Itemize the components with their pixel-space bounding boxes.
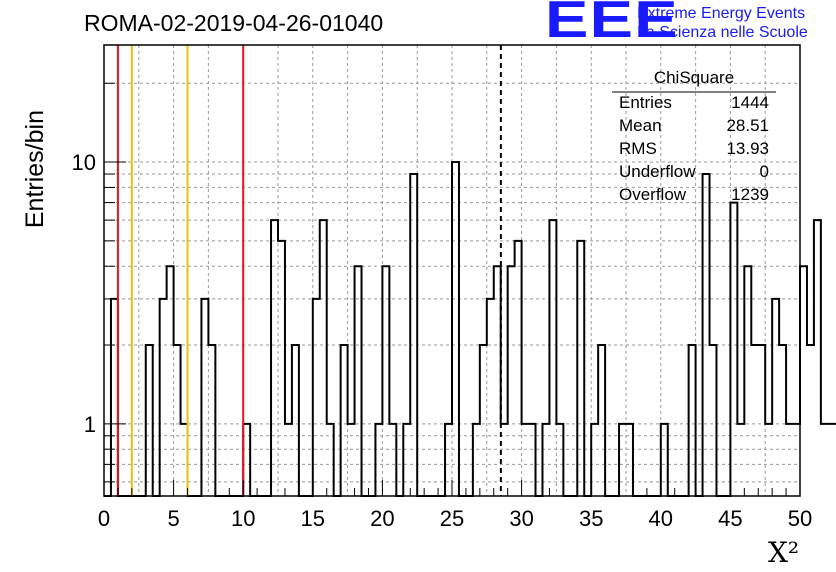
x-tick-label: 50 — [788, 506, 812, 531]
x-tick-label: 0 — [98, 506, 110, 531]
x-tick-label: 20 — [370, 506, 394, 531]
stats-box-title: ChiSquare — [653, 68, 735, 87]
x-tick-label: 35 — [579, 506, 603, 531]
y-tick-label: 1 — [84, 412, 96, 437]
x-tick-label: 15 — [301, 506, 325, 531]
stats-value: 1444 — [731, 93, 769, 112]
stats-value: 0 — [759, 162, 769, 181]
logo-line-2: La Scienza nelle Scuole — [637, 24, 808, 41]
x-tick-label: 10 — [231, 506, 255, 531]
stats-row-overflow: Overflow 1239 — [619, 185, 769, 207]
stats-label: RMS — [619, 139, 657, 158]
eee-logo-icon: EEE — [545, 0, 679, 49]
y-axis-label: Entries/bin — [21, 110, 49, 229]
x-tick-label: 25 — [440, 506, 464, 531]
stats-value: 1239 — [731, 185, 769, 204]
stats-label: Underflow — [619, 162, 696, 181]
x-tick-label: 5 — [167, 506, 179, 531]
chart-title: ROMA-02-2019-04-26-01040 — [84, 10, 384, 36]
x-tick-label: 30 — [509, 506, 533, 531]
y-tick-label: 10 — [72, 150, 96, 175]
stats-row-mean: Mean 28.51 — [619, 116, 769, 138]
x-axis-label: X² — [768, 536, 800, 569]
stats-value: 13.93 — [726, 139, 769, 158]
stats-row-entries: Entries 1444 — [619, 93, 769, 115]
logo-line-1: Extreme Energy Events — [637, 5, 806, 22]
x-tick-label: 45 — [718, 506, 742, 531]
stats-value: 28.51 — [726, 116, 769, 135]
x-tick-label: 40 — [649, 506, 673, 531]
stats-row-rms: RMS 13.93 — [619, 139, 769, 161]
stats-label: Entries — [619, 93, 672, 112]
stats-label: Mean — [619, 116, 662, 135]
stats-label: Overflow — [619, 185, 687, 204]
stats-row-underflow: Underflow 0 — [619, 162, 769, 184]
